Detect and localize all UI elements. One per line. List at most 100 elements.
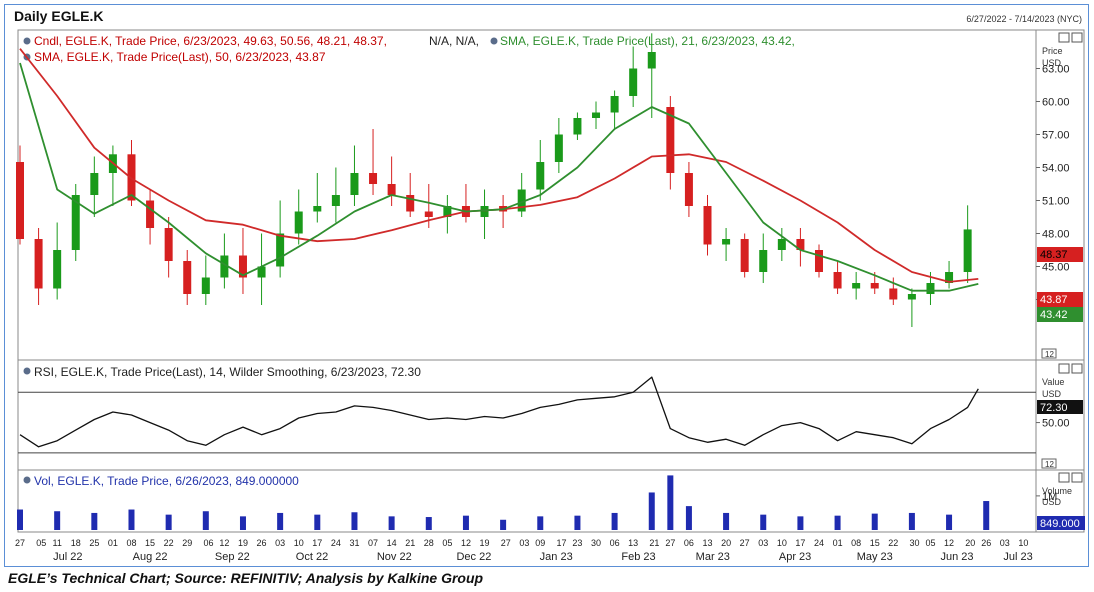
- volume-bar: [834, 515, 841, 530]
- candlestick-series: [16, 33, 972, 327]
- price-badge: 12: [1045, 350, 1054, 359]
- x-day-label: 15: [145, 538, 155, 548]
- candle-body: [53, 250, 62, 289]
- x-day-label: 28: [424, 538, 434, 548]
- volume-bar: [537, 516, 544, 530]
- price-tick-label: 54.00: [1042, 163, 1070, 175]
- candle: [963, 205, 972, 283]
- panel-frames: [17, 29, 1085, 533]
- rsi-tag-bg: [1037, 400, 1083, 414]
- legend-gear-icon[interactable]: [23, 37, 31, 45]
- candle-body: [164, 228, 173, 261]
- x-day-label: 27: [501, 538, 511, 548]
- candle: [71, 184, 80, 261]
- x-day-label: 21: [649, 538, 659, 548]
- x-day-label: 23: [572, 538, 582, 548]
- candle-body: [629, 68, 638, 96]
- candle-body: [480, 206, 489, 217]
- figure-caption: EGLE’s Technical Chart; Source: REFINITI…: [8, 570, 484, 586]
- maximize-icon[interactable]: [1058, 32, 1070, 43]
- x-day-label: 08: [851, 538, 861, 548]
- candle: [833, 261, 842, 294]
- x-day-label: 22: [164, 538, 174, 548]
- x-month-label: Feb 23: [621, 551, 655, 563]
- x-day-label: 03: [275, 538, 285, 548]
- x-month-label: Dec 22: [456, 551, 491, 563]
- volume-bar: [797, 516, 804, 530]
- candle-body: [369, 173, 378, 184]
- vol-axis-header-2: USD: [1042, 497, 1062, 507]
- candle: [201, 255, 210, 305]
- x-day-label: 18: [71, 538, 81, 548]
- x-month-label: Aug 22: [133, 551, 168, 563]
- rsi-tag: 72.30: [1040, 402, 1068, 414]
- candle: [350, 145, 359, 206]
- candle-body: [443, 206, 452, 217]
- candle: [480, 189, 489, 239]
- chart-canvas[interactable]: Cndl, EGLE.K, Trade Price, 6/23/2023, 49…: [0, 0, 1094, 566]
- candle-body: [220, 255, 229, 278]
- candle: [387, 156, 396, 206]
- candle: [108, 145, 117, 206]
- x-day-label: 20: [965, 538, 975, 548]
- price-tick-label: 60.00: [1042, 97, 1070, 109]
- legend-gear-icons[interactable]: [23, 37, 498, 484]
- candle-body: [647, 52, 656, 69]
- price-axis-header-2: USD: [1042, 58, 1062, 68]
- rsi-line: [19, 376, 979, 448]
- x-day-label: 03: [519, 538, 529, 548]
- x-day-label: 30: [591, 538, 601, 548]
- legend-gear-icon[interactable]: [23, 367, 31, 375]
- panel-window-buttons[interactable]: [1058, 32, 1083, 483]
- x-month-label: Oct 22: [296, 551, 328, 563]
- candle-body: [387, 184, 396, 195]
- volume-bar: [908, 512, 915, 530]
- x-day-label: 15: [870, 538, 880, 548]
- candle: [443, 195, 452, 234]
- close-icon[interactable]: [1071, 32, 1083, 43]
- candle-body: [889, 288, 898, 300]
- candle-body: [276, 233, 285, 267]
- legend-cndl-na: N/A, N/A,: [429, 34, 479, 48]
- legend-gear-icon[interactable]: [23, 476, 31, 484]
- sma50-series: [19, 48, 979, 283]
- candle-body: [796, 239, 805, 250]
- x-day-label: 03: [1000, 538, 1010, 548]
- sma21-tag: 43.42: [1040, 309, 1068, 321]
- candle: [220, 233, 229, 289]
- maximize-icon[interactable]: [1058, 472, 1070, 483]
- candle-body: [183, 261, 192, 294]
- candle: [313, 173, 322, 223]
- x-month-label: Apr 23: [779, 551, 811, 563]
- volume-panel-frame: [17, 469, 1085, 533]
- x-day-label: 10: [1018, 538, 1028, 548]
- maximize-icon[interactable]: [1058, 363, 1070, 374]
- rsi-badge-box: [1041, 458, 1057, 469]
- x-day-label: 10: [294, 538, 304, 548]
- x-day-label: 14: [387, 538, 397, 548]
- candle-body: [722, 239, 731, 245]
- candle: [592, 101, 601, 129]
- legend-gear-icon[interactable]: [490, 37, 498, 45]
- close-icon[interactable]: [1071, 472, 1083, 483]
- x-day-label: 06: [684, 538, 694, 548]
- candle: [34, 228, 43, 305]
- x-day-label: 08: [126, 538, 136, 548]
- volume-bar: [648, 492, 655, 530]
- price-axis-header-1: Price: [1042, 46, 1063, 56]
- candle-body: [350, 173, 359, 195]
- close-icon[interactable]: [1071, 363, 1083, 374]
- candle: [629, 46, 638, 107]
- candle-body: [16, 162, 24, 239]
- x-day-label: 29: [182, 538, 192, 548]
- x-day-label: 13: [702, 538, 712, 548]
- candle: [499, 195, 508, 228]
- candle: [90, 156, 99, 217]
- x-day-label: 20: [721, 538, 731, 548]
- price-tick-label: 48.00: [1042, 229, 1070, 241]
- x-day-label: 17: [557, 538, 567, 548]
- price-tick-label: 51.00: [1042, 196, 1070, 208]
- x-day-label: 01: [108, 538, 118, 548]
- candle-body: [201, 277, 210, 294]
- candle-body: [684, 173, 693, 206]
